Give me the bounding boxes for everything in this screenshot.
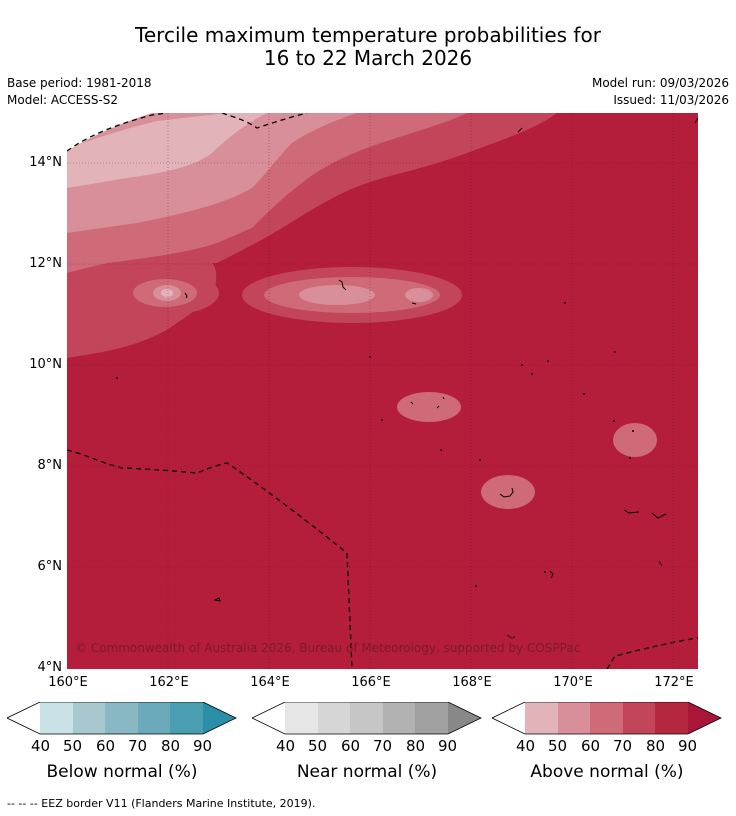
lat-label-12: 12°N — [29, 256, 62, 271]
colorbar-below-seg-0 — [7, 702, 40, 734]
blob-west-50 — [161, 289, 173, 297]
lat-label-4: 4°N — [37, 660, 63, 675]
islands — [184, 117, 698, 639]
chart-title-line2: 16 to 22 March 2026 — [263, 46, 473, 70]
colorbar-below-tick-50: 50 — [63, 737, 83, 755]
colorbar-near-tick-90: 90 — [438, 737, 458, 755]
colorbar-above-seg-1 — [525, 702, 558, 734]
colorbar-near-tick-70: 70 — [373, 737, 393, 755]
colorbar-above-seg-3 — [590, 702, 623, 734]
colorbar-above-seg-2 — [558, 702, 590, 734]
colorbar-above-seg-0 — [492, 702, 525, 734]
colorbar-below — [6, 701, 237, 736]
lon-label-160: 160°E — [48, 675, 88, 690]
map-canvas — [67, 113, 698, 669]
zone-above-50 — [67, 113, 267, 188]
lat-label-8: 8°N — [37, 458, 63, 473]
blob-south-70 — [481, 475, 535, 509]
colorbar-above-tick-80: 80 — [646, 737, 666, 755]
colorbar-below-tick-90: 90 — [193, 737, 213, 755]
colorbar-near-seg-2 — [318, 702, 350, 734]
blob-east-70 — [613, 423, 657, 457]
colorbar-above-title: Above normal (%) — [530, 762, 684, 782]
colorbar-near-tick-80: 80 — [406, 737, 426, 755]
lat-label-6: 6°N — [37, 559, 63, 574]
island-dots — [116, 302, 634, 587]
lat-label-10: 10°N — [29, 357, 62, 372]
copyright-notice: © Commonwealth of Australia 2026, Bureau… — [75, 641, 581, 655]
chart-title-line1: Tercile maximum temperature probabilitie… — [135, 23, 601, 47]
eez-legend-footer: -- -- -- EEZ border V11 (Flanders Marine… — [7, 797, 316, 810]
model-name: Model: ACCESS-S2 — [7, 93, 119, 107]
lon-label-166: 166°E — [351, 675, 391, 690]
zone-no-data — [67, 113, 152, 151]
colorbar-above-graphic — [491, 701, 722, 735]
colorbar-below-seg-2 — [73, 702, 105, 734]
eez-border — [67, 113, 698, 669]
colorbar-near-tick-50: 50 — [308, 737, 328, 755]
lat-label-14: 14°N — [29, 155, 62, 170]
colorbar-near-seg-6 — [448, 702, 481, 734]
colorbar-near-seg-4 — [383, 702, 415, 734]
colorbar-above — [491, 701, 722, 736]
colorbar-near-seg-1 — [285, 702, 318, 734]
colorbar-above-tick-40: 40 — [516, 737, 536, 755]
colorbar-near-tick-40: 40 — [276, 737, 296, 755]
colorbar-above-tick-60: 60 — [581, 737, 601, 755]
colorbar-near — [251, 701, 482, 736]
colorbar-below-seg-4 — [138, 702, 170, 734]
colorbar-below-seg-1 — [40, 702, 73, 734]
lon-label-172: 172°E — [654, 675, 694, 690]
probability-map: © Commonwealth of Australia 2026, Bureau… — [67, 113, 698, 669]
colorbar-near-tick-60: 60 — [341, 737, 361, 755]
colorbar-above-tick-70: 70 — [613, 737, 633, 755]
colorbar-below-seg-5 — [170, 702, 203, 734]
model-run: Model run: 09/03/2026 — [591, 76, 729, 90]
colorbar-below-tick-40: 40 — [31, 737, 51, 755]
colorbar-near-title: Near normal (%) — [296, 762, 438, 782]
colorbar-below-seg-3 — [105, 702, 138, 734]
colorbar-above-seg-4 — [623, 702, 655, 734]
colorbar-below-tick-60: 60 — [96, 737, 116, 755]
colorbar-above-tick-50: 50 — [548, 737, 568, 755]
lon-label-168: 168°E — [452, 675, 492, 690]
blob-central-60b — [405, 288, 433, 302]
colorbar-below-graphic — [6, 701, 237, 735]
colorbar-near-seg-5 — [415, 702, 448, 734]
colorbar-near-graphic — [251, 701, 482, 735]
issued-date: Issued: 11/03/2026 — [613, 93, 729, 107]
colorbar-above-seg-5 — [655, 702, 688, 734]
colorbar-near-seg-0 — [252, 702, 285, 734]
colorbar-below-title: Below normal (%) — [46, 762, 198, 782]
lon-label-164: 164°E — [250, 675, 290, 690]
colorbar-below-tick-70: 70 — [128, 737, 148, 755]
blob-marshall-70 — [397, 392, 461, 422]
lon-label-170: 170°E — [553, 675, 593, 690]
colorbar-above-seg-6 — [688, 702, 721, 734]
colorbar-below-seg-6 — [203, 702, 236, 734]
colorbar-near-seg-3 — [350, 702, 383, 734]
graticule — [67, 113, 698, 669]
blob-central-60a — [299, 285, 375, 305]
base-period: Base period: 1981-2018 — [7, 76, 152, 90]
colorbar-below-tick-80: 80 — [161, 737, 181, 755]
colorbar-above-tick-90: 90 — [678, 737, 698, 755]
lon-label-162: 162°E — [149, 675, 189, 690]
